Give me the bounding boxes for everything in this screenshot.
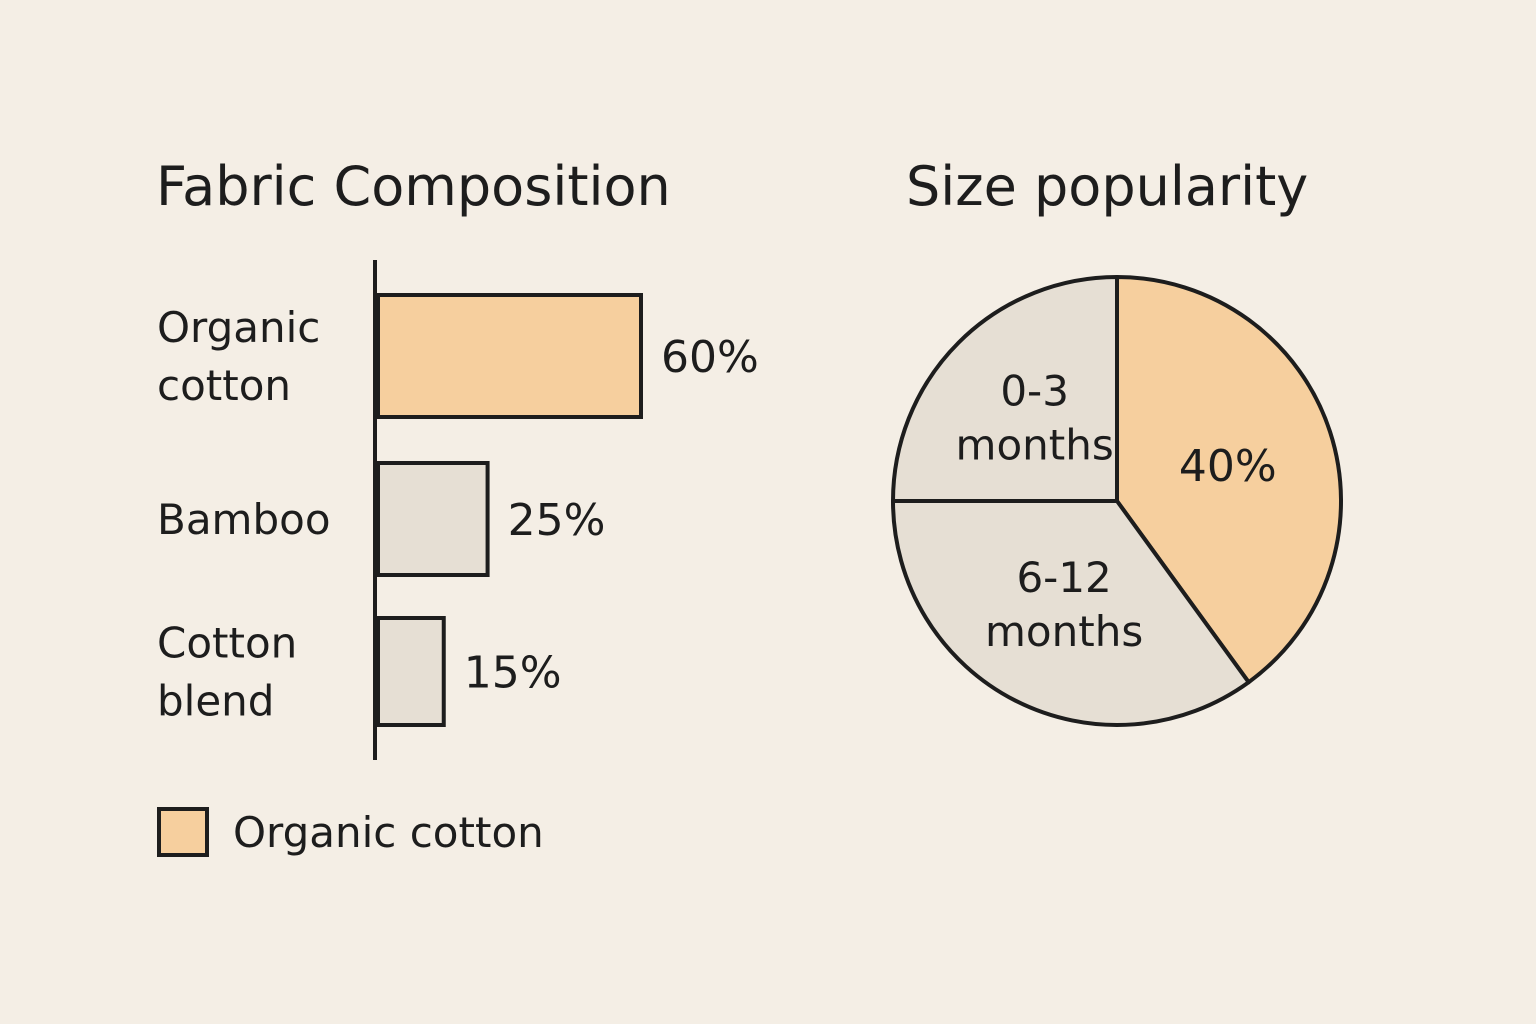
pie-slice [891,499,1251,727]
legend-swatch [157,807,209,857]
value-label: 60% [661,332,759,383]
pie-slice-label: 6-12 [1016,553,1111,602]
bar-cotton-blend [376,616,446,727]
category-label: Bamboo [157,495,331,544]
pie-value-label: 40% [1179,441,1277,492]
category-label: Cotton [157,619,297,668]
category-label: blend [157,677,274,726]
pie-slice-label: months [985,607,1143,656]
pie-slice [891,275,1119,503]
fabric-composition-title: Fabric Composition [156,155,671,218]
bar-bamboo [376,461,490,577]
pie-slice [1115,275,1343,685]
legend-label: Organic cotton [233,808,544,857]
value-label: 15% [464,648,562,699]
fabric-composition-bar-chart: Organic cotton 60% Bamboo 25% Cotton blend 15% O… [157,260,759,857]
value-label: 25% [508,495,606,546]
size-popularity-title: Size popularity [906,155,1309,218]
category-label: Organic [157,303,320,352]
bar-organic-cotton [376,293,643,419]
pie-slice-label: 0-3 [1000,367,1069,416]
pie-slice-label: months [956,421,1114,470]
category-label: cotton [157,361,291,410]
